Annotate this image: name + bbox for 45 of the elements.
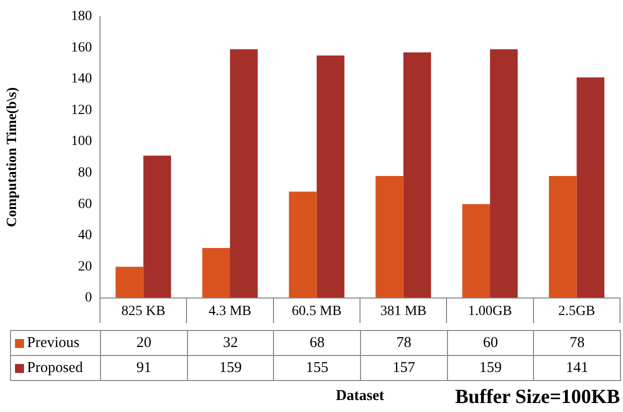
bar	[143, 156, 172, 298]
data-label: 78	[360, 330, 448, 356]
x-tick-label: 4.3 MB	[208, 304, 252, 320]
legend-label: Proposed	[27, 360, 83, 376]
bar	[316, 56, 344, 298]
data-label: 157	[360, 355, 448, 381]
x-tick-label: 60.5 MB	[292, 304, 342, 320]
y-axis-title: Computation Time(b\s)	[5, 86, 20, 228]
data-label: 78	[533, 330, 621, 356]
y-tick-label: 120	[71, 102, 92, 118]
data-label: 91	[100, 355, 188, 381]
legend-label: Previous	[27, 334, 80, 352]
bar	[462, 204, 490, 298]
bar	[576, 77, 604, 298]
y-tick-label: 80	[78, 166, 92, 181]
x-axis-title: Dataset	[336, 388, 384, 404]
data-label: 155	[273, 355, 361, 381]
data-label: 32	[186, 330, 274, 356]
data-label: 159	[446, 355, 534, 381]
y-tick-label: 140	[71, 72, 92, 87]
bar	[376, 176, 404, 298]
y-tick-label: 180	[71, 9, 92, 24]
y-tick-label: 20	[78, 259, 92, 274]
bar	[403, 52, 432, 298]
y-tick-label: 40	[78, 228, 92, 244]
bar	[490, 49, 518, 298]
bar	[230, 49, 258, 298]
data-label: 141	[533, 355, 621, 381]
data-label: 60	[446, 330, 534, 356]
y-tick-label: 100	[71, 134, 92, 150]
x-tick-label: 825 KB	[121, 304, 166, 320]
bar	[548, 176, 577, 298]
x-tick-label: 1.00GB	[468, 304, 512, 320]
text: Buffer Size=100KB	[455, 386, 620, 409]
y-tick-label: 160	[71, 40, 92, 56]
data-label: 159	[186, 355, 274, 381]
bar	[116, 266, 144, 298]
bar	[202, 248, 230, 298]
y-tick-label: 60	[78, 196, 92, 212]
data-label: 68	[273, 330, 361, 356]
data-label: 20	[100, 330, 188, 356]
y-tick-label: 0	[85, 290, 92, 306]
x-tick-label: 381 MB	[380, 304, 426, 320]
x-tick-label: 2.5GB	[558, 304, 596, 320]
bar	[288, 192, 317, 298]
